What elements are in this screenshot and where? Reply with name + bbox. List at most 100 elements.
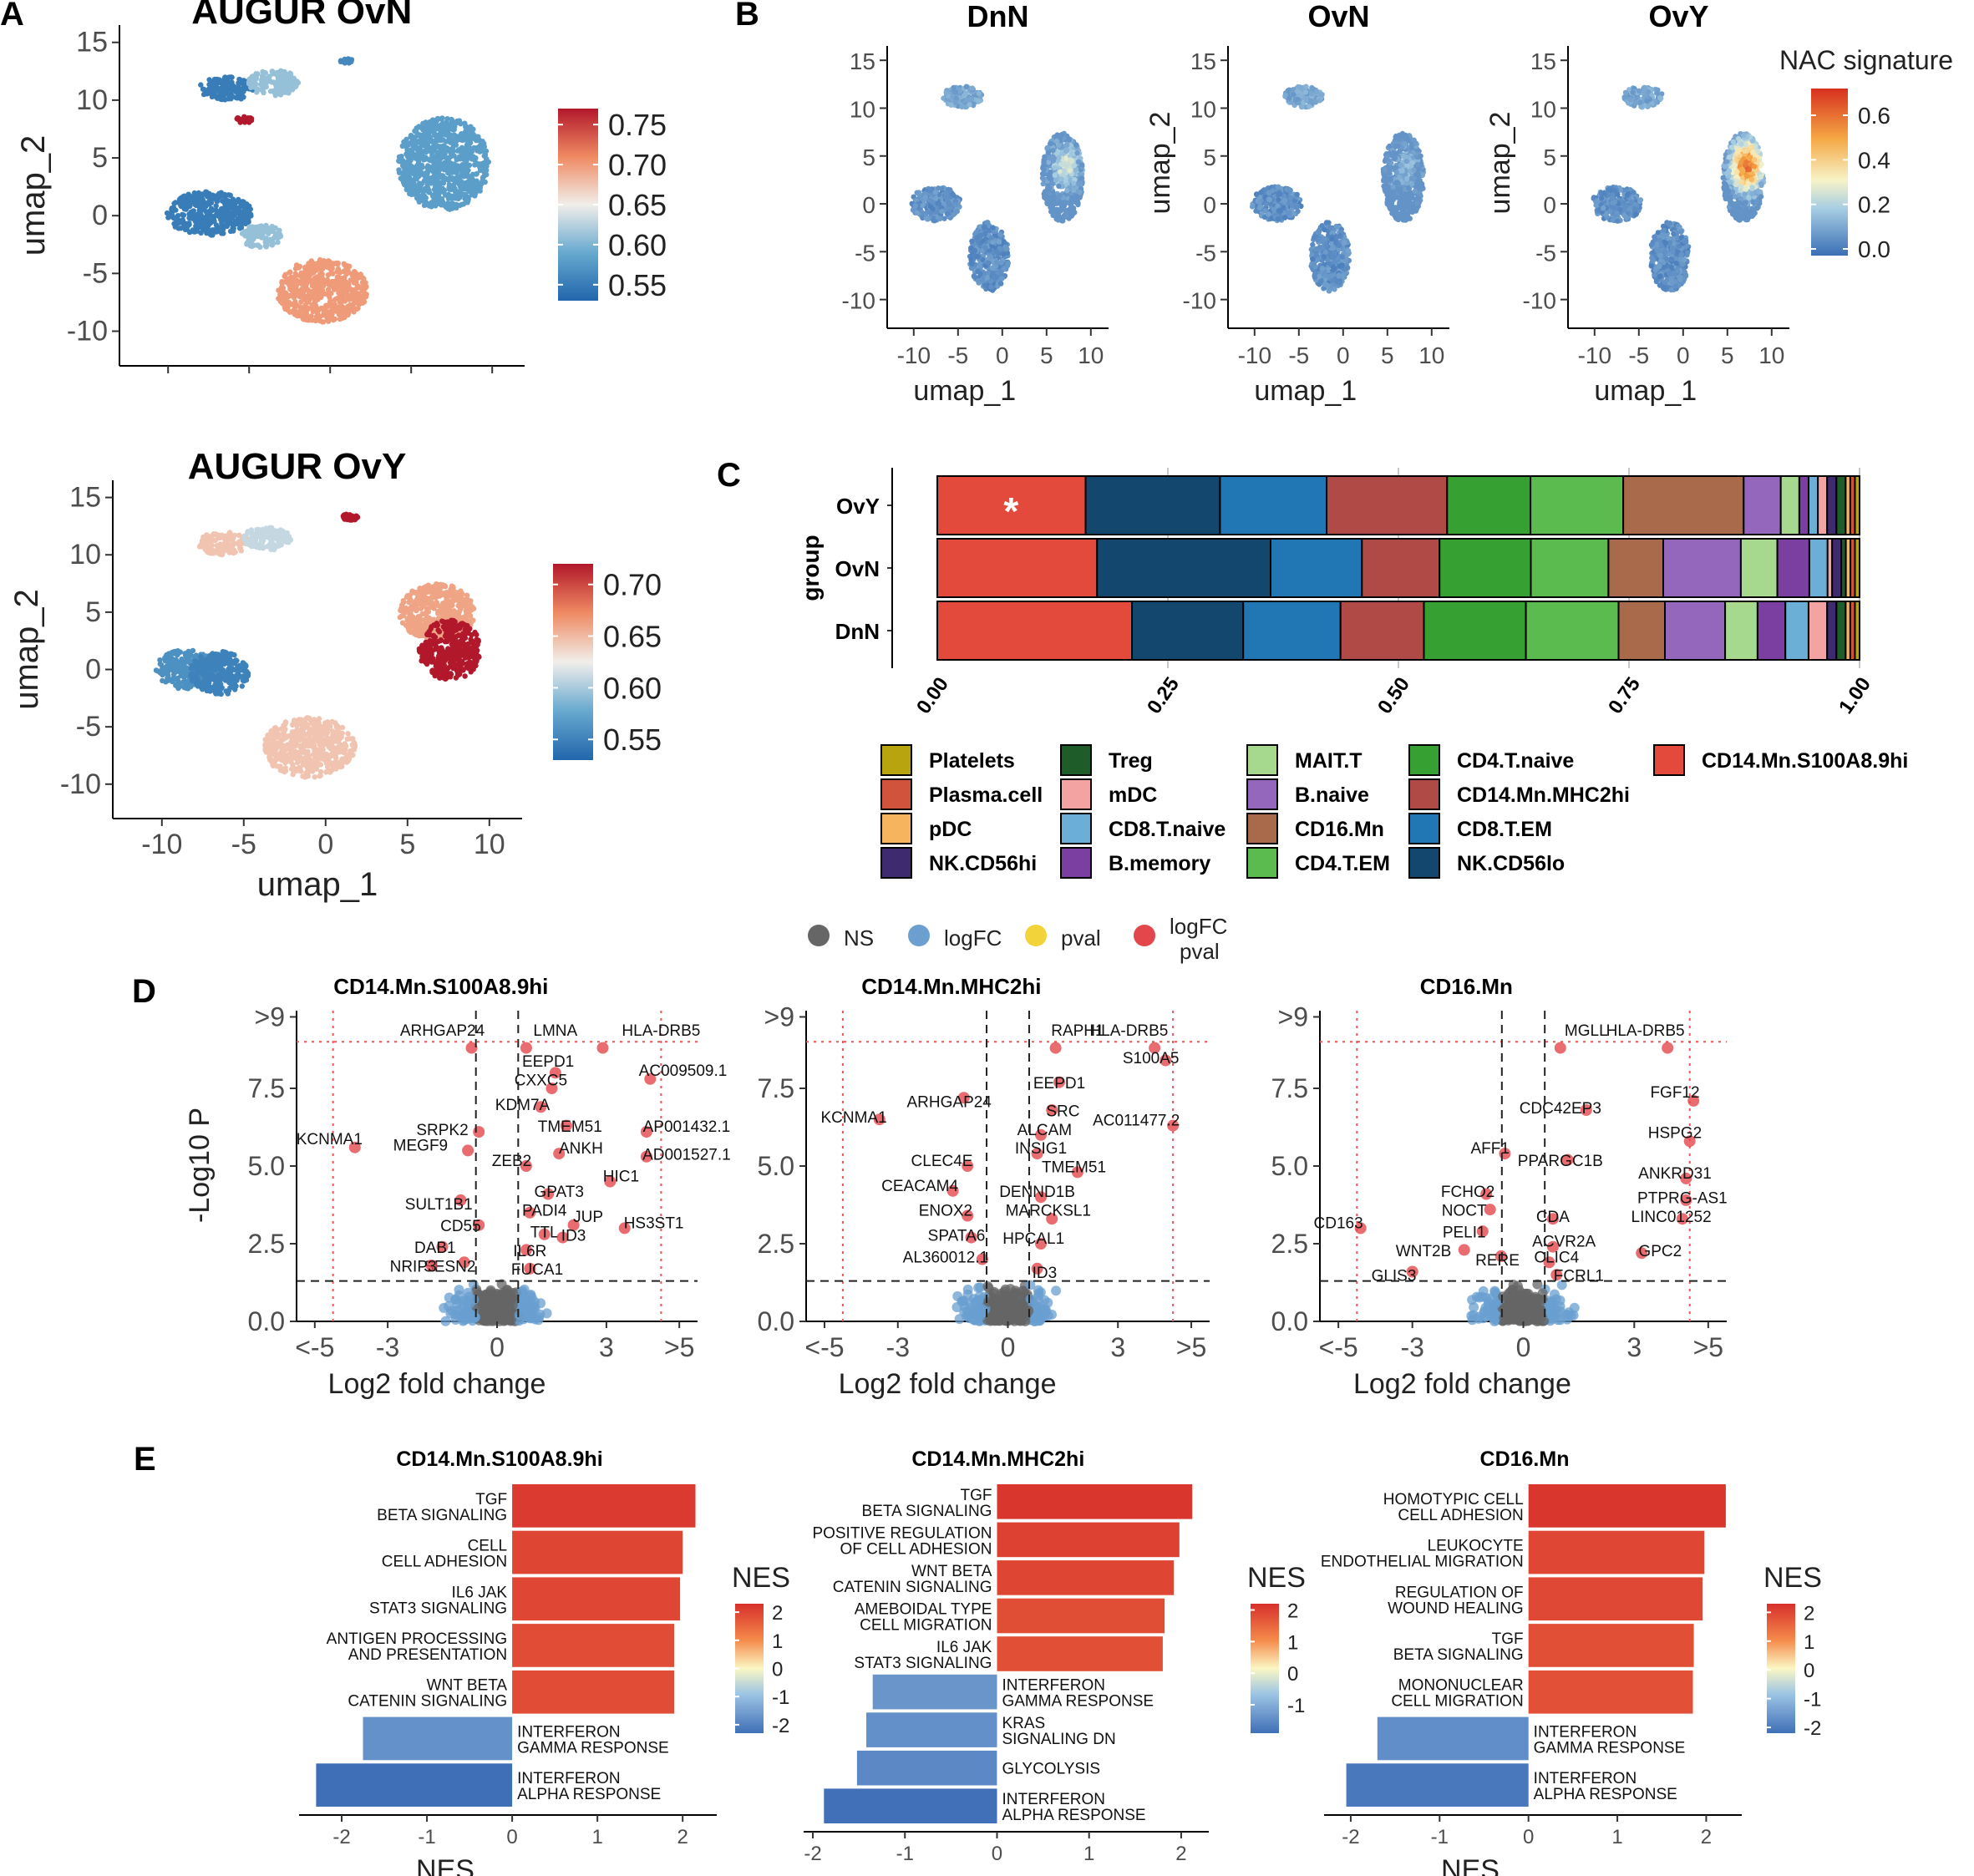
umap-cell (272, 225, 278, 231)
umap-cell (303, 293, 309, 299)
umap-cell (414, 607, 419, 614)
umap-cell (236, 540, 241, 545)
umap-cell (415, 622, 421, 628)
umap-cell (424, 609, 430, 616)
umap-cell (322, 310, 329, 316)
umap-cell (414, 164, 420, 170)
umap-cell (320, 319, 327, 325)
umap-cell (234, 95, 241, 101)
umap-cell (204, 687, 210, 694)
umap-cell (272, 535, 278, 541)
umap-cell (277, 287, 283, 293)
umap-cell (191, 229, 198, 235)
umap-cell (452, 662, 459, 669)
umap-cell (444, 625, 450, 631)
umap-cell (266, 739, 272, 746)
umap-cell (464, 124, 470, 130)
umap-cell (435, 137, 441, 143)
umap-cell (298, 299, 304, 305)
umap-cell (914, 210, 921, 216)
umap-cell (342, 275, 348, 281)
umap-cell (446, 175, 453, 181)
umap-cell (193, 223, 199, 229)
umap-cell (447, 201, 453, 208)
umap-cell (316, 276, 322, 282)
umap-cell (480, 175, 486, 180)
umap-cell (437, 150, 443, 155)
umap-cell (218, 691, 224, 697)
umap-cell (219, 88, 225, 94)
umap-cluster (164, 189, 254, 238)
umap-cell (178, 226, 184, 231)
umap-cell (469, 176, 475, 182)
umap-cell (450, 650, 456, 656)
umap-cell (451, 126, 457, 133)
umap-cell (277, 532, 283, 538)
umap-cell (257, 544, 263, 550)
y-tick-label: 10 (850, 96, 875, 122)
umap-cell (273, 728, 280, 734)
umap-cluster (337, 56, 355, 66)
umap-cell (200, 662, 206, 667)
umap-cell (927, 210, 934, 216)
umap-cell (213, 203, 219, 209)
umap-cell (170, 678, 175, 685)
umap-cell (286, 540, 292, 545)
umap-cell (331, 307, 337, 314)
umap-cell (311, 727, 317, 733)
umap-cell (424, 144, 430, 150)
y-tick-label: 5 (85, 596, 101, 628)
umap-cluster (396, 115, 491, 212)
umap-cell (437, 166, 443, 173)
umap-cell (337, 732, 343, 738)
umap-cell (435, 192, 442, 199)
umap-cell (462, 163, 469, 169)
umap-cell (346, 281, 352, 287)
umap-cell (292, 282, 298, 288)
umap-cell (278, 726, 284, 732)
umap-cell (208, 672, 214, 677)
umap-cluster (234, 114, 255, 125)
umap-cell (277, 227, 282, 233)
umap-cell (408, 616, 414, 622)
umap-cell (282, 271, 288, 277)
umap-cell (319, 266, 325, 272)
umap-cell (357, 285, 363, 291)
umap-cell (322, 720, 328, 726)
umap-cell (334, 296, 340, 302)
umap-cell (467, 646, 474, 652)
x-tick-label: -10 (141, 829, 182, 860)
umap-cell (198, 211, 204, 218)
umap-cell (165, 672, 171, 678)
umap-cell (238, 215, 244, 221)
umap-cell (202, 202, 208, 208)
umap-cell (302, 755, 307, 761)
umap-cell (217, 686, 223, 692)
umap-cell (209, 661, 215, 667)
umap-cell (267, 756, 273, 762)
umap-cell (251, 242, 257, 248)
umap-cell (221, 669, 226, 676)
umap-cell (171, 648, 177, 655)
umap-cell (197, 202, 203, 208)
umap-cell (287, 269, 293, 275)
umap-cell (419, 162, 425, 168)
umap-cell (462, 598, 468, 604)
umap-cell (924, 215, 930, 221)
umap-cell (206, 215, 211, 221)
umap-cell (449, 584, 456, 590)
umap-cell (460, 156, 467, 162)
umap-cell (229, 541, 236, 547)
colorbar (558, 109, 598, 301)
umap-cell (424, 124, 431, 129)
umap-cell (429, 153, 435, 159)
umap-cell (421, 157, 427, 163)
umap-cell (306, 765, 312, 771)
umap-cell (415, 174, 422, 180)
umap-cell (312, 303, 319, 309)
umap-cell (462, 673, 468, 679)
umap-cell (296, 734, 302, 740)
umap-cell (444, 116, 450, 122)
umap-cell (349, 294, 355, 301)
umap-cell (233, 683, 239, 689)
